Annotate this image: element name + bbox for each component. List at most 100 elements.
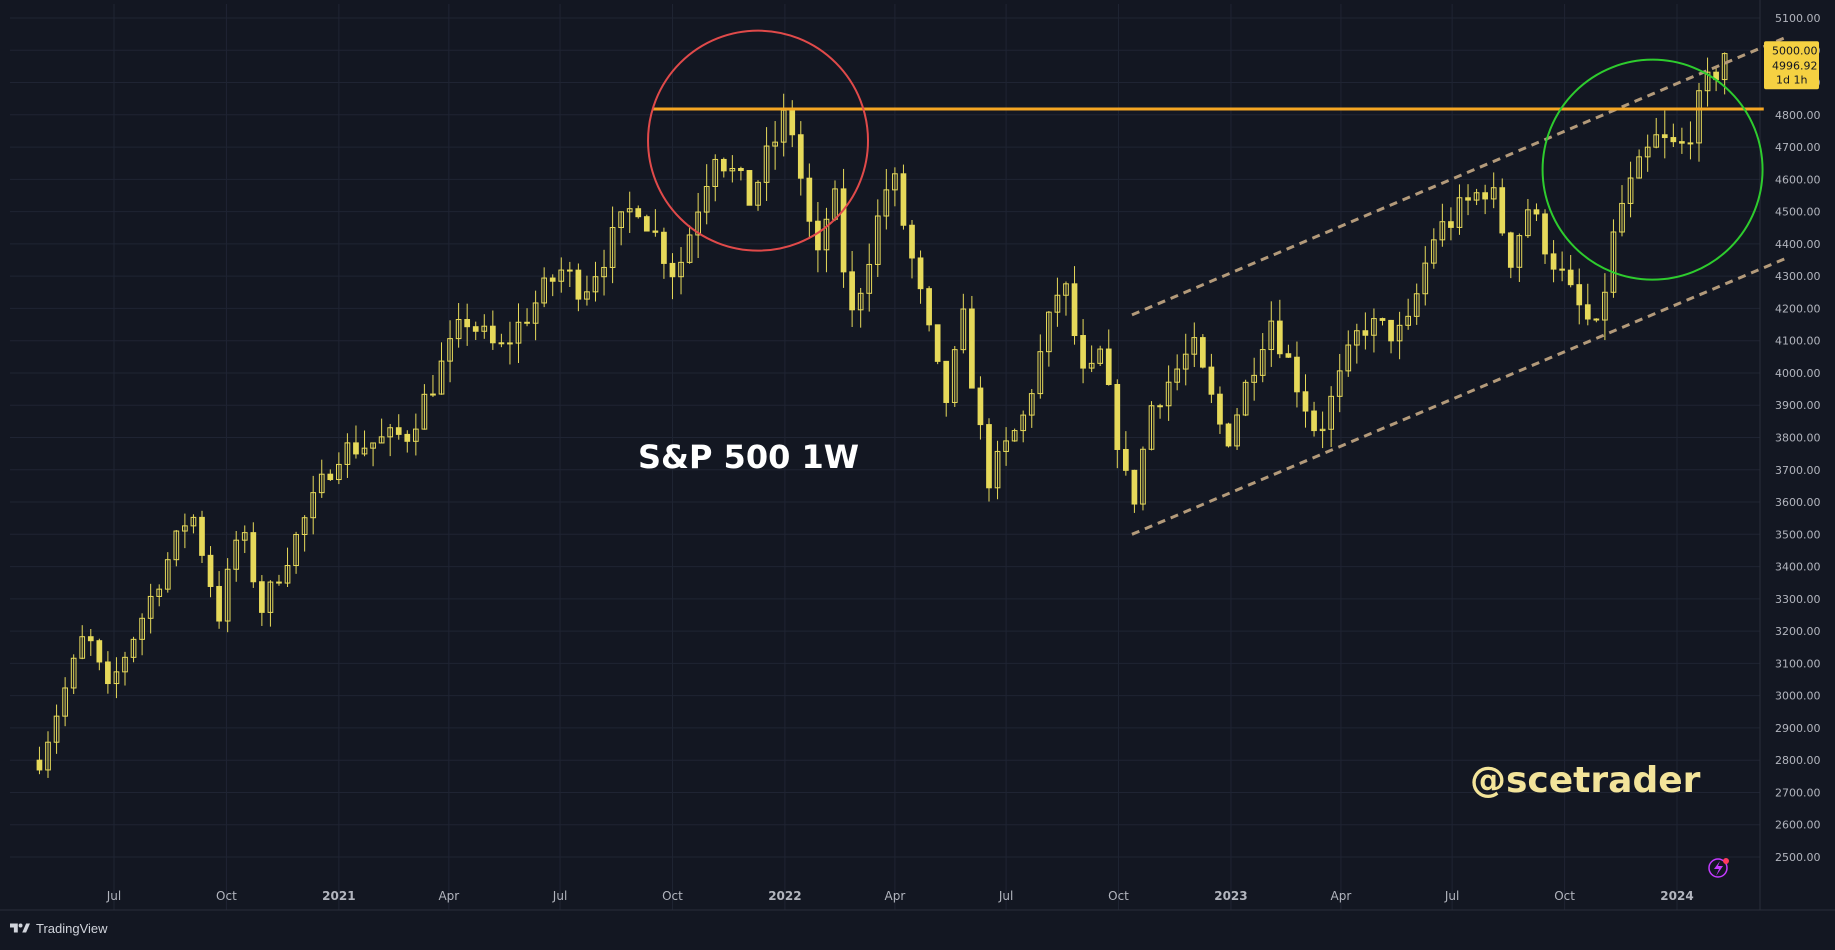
candle[interactable] [1644, 134, 1651, 172]
candle[interactable] [122, 651, 128, 686]
candle[interactable] [336, 452, 342, 485]
candle[interactable] [883, 169, 890, 230]
candle[interactable] [1276, 299, 1283, 359]
candle[interactable] [472, 321, 479, 341]
candle[interactable] [695, 192, 701, 259]
candle[interactable] [917, 250, 924, 304]
candle[interactable] [1422, 246, 1429, 306]
candle[interactable] [1011, 428, 1018, 442]
candle[interactable] [267, 580, 274, 627]
candle[interactable] [353, 425, 359, 459]
candle[interactable] [173, 530, 180, 567]
candle[interactable] [1559, 251, 1565, 282]
candle[interactable] [806, 163, 813, 239]
candle[interactable] [994, 440, 1001, 500]
circle-current[interactable] [1541, 58, 1764, 281]
candle[interactable] [1114, 379, 1121, 469]
candle[interactable] [1148, 401, 1155, 451]
candle[interactable] [960, 293, 967, 354]
candle[interactable] [1182, 333, 1189, 386]
candle[interactable] [1430, 228, 1437, 269]
candle[interactable] [1405, 298, 1412, 330]
candle[interactable] [1285, 344, 1292, 358]
candle[interactable] [139, 613, 145, 656]
candle[interactable] [1037, 334, 1044, 399]
candle[interactable] [1063, 281, 1069, 316]
candle[interactable] [1131, 469, 1138, 513]
candle[interactable] [224, 558, 231, 633]
candle[interactable] [549, 274, 556, 297]
candle[interactable] [250, 522, 257, 588]
candle[interactable] [1704, 57, 1711, 107]
candle[interactable] [113, 657, 120, 699]
candle[interactable] [199, 510, 205, 564]
candle[interactable] [712, 154, 719, 202]
candle[interactable] [207, 546, 214, 598]
candle[interactable] [1439, 203, 1446, 247]
candle[interactable] [1362, 312, 1369, 350]
candle[interactable] [395, 414, 402, 440]
candle[interactable] [1097, 345, 1104, 367]
candle[interactable] [62, 677, 68, 727]
candle[interactable] [840, 168, 847, 288]
candle[interactable] [986, 418, 992, 502]
candle[interactable] [284, 547, 291, 588]
candle[interactable] [678, 247, 684, 295]
candle[interactable] [755, 180, 761, 211]
candle[interactable] [1268, 301, 1275, 367]
candle[interactable] [404, 430, 411, 453]
candle[interactable] [532, 290, 539, 341]
candle[interactable] [1217, 386, 1223, 434]
candle[interactable] [1140, 446, 1146, 511]
candle[interactable] [438, 342, 445, 395]
candle[interactable] [464, 303, 471, 346]
candle[interactable] [241, 525, 248, 554]
candle[interactable] [1687, 121, 1694, 160]
candle[interactable] [763, 127, 770, 201]
candle[interactable] [1661, 110, 1668, 159]
candle[interactable] [1345, 330, 1352, 377]
candle[interactable] [96, 638, 103, 671]
candle[interactable] [156, 584, 163, 607]
candle[interactable] [233, 530, 240, 582]
candle[interactable] [1448, 207, 1454, 241]
candle[interactable] [1054, 277, 1061, 327]
candle[interactable] [1259, 333, 1266, 383]
candle[interactable] [909, 219, 915, 279]
candle[interactable] [515, 303, 522, 363]
candle[interactable] [635, 205, 642, 219]
candle[interactable] [1670, 123, 1677, 148]
candle[interactable] [1396, 311, 1403, 360]
candle[interactable] [318, 459, 325, 498]
candle[interactable] [1636, 149, 1642, 179]
candle[interactable] [1302, 374, 1309, 428]
candle[interactable] [1311, 401, 1317, 437]
candle[interactable] [892, 167, 898, 207]
candle[interactable] [1379, 317, 1386, 326]
candle[interactable] [1576, 268, 1583, 325]
candle[interactable] [566, 261, 573, 288]
candle[interactable] [378, 418, 385, 444]
candle[interactable] [746, 170, 753, 206]
candle[interactable] [387, 423, 394, 457]
candle[interactable] [130, 636, 137, 663]
candle[interactable] [772, 121, 778, 170]
candle[interactable] [738, 166, 744, 181]
candle[interactable] [626, 191, 633, 233]
candle[interactable] [1413, 283, 1420, 325]
candle[interactable] [1499, 178, 1506, 236]
candle[interactable] [1584, 283, 1591, 326]
candle[interactable] [703, 164, 710, 225]
candle[interactable] [1473, 188, 1480, 206]
candle[interactable] [643, 214, 650, 232]
candle[interactable] [447, 320, 453, 383]
candle[interactable] [1679, 127, 1685, 154]
candle[interactable] [1028, 388, 1035, 428]
candle[interactable] [1371, 308, 1377, 353]
candle[interactable] [87, 628, 94, 656]
candle[interactable] [1208, 353, 1215, 404]
candle[interactable] [1251, 357, 1258, 401]
candle[interactable] [1003, 427, 1009, 466]
